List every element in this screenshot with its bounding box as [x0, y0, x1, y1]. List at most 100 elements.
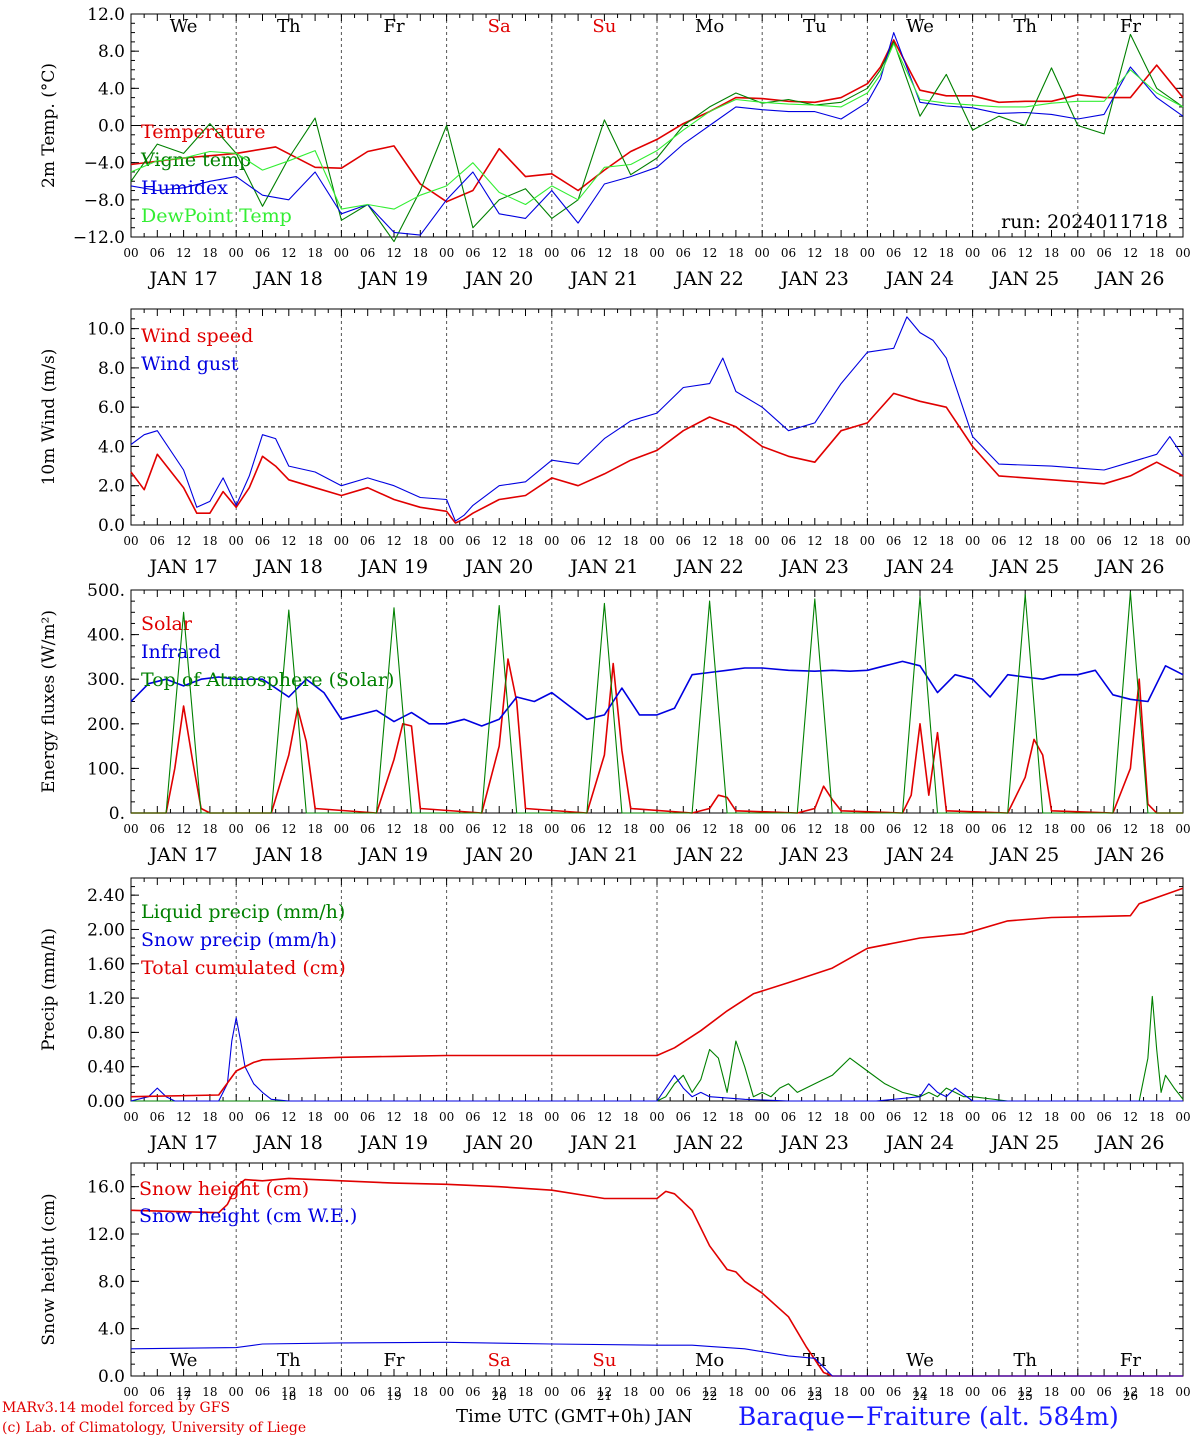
hour-tick-label: 06 — [676, 534, 691, 548]
legend-entry: Temperature — [141, 121, 265, 143]
y-tick-label: 0. — [109, 804, 125, 824]
hour-tick-label: 00 — [1175, 246, 1190, 260]
hour-tick-label: 18 — [307, 822, 322, 836]
hour-tick-label: 00 — [965, 1110, 980, 1124]
hour-tick-label: 00 — [649, 246, 664, 260]
hour-tick-label: 06 — [360, 1110, 375, 1124]
date-label: JAN 20 — [463, 844, 533, 866]
hour-tick-label: 12 — [912, 822, 927, 836]
hour-tick-label: 18 — [518, 1110, 533, 1124]
weekday-label: We — [170, 1350, 198, 1371]
day-number-label: 26 — [1123, 1389, 1138, 1403]
date-label: JAN 22 — [674, 844, 744, 866]
hour-tick-label: 06 — [781, 1385, 796, 1399]
hour-tick-label: 00 — [860, 534, 875, 548]
date-label: JAN 21 — [568, 268, 638, 290]
hour-tick-label: 00 — [334, 1385, 349, 1399]
hour-tick-label: 06 — [465, 822, 480, 836]
hour-tick-label: 00 — [334, 822, 349, 836]
hour-tick-label: 00 — [123, 1110, 138, 1124]
y-tick-label: 8.0 — [98, 359, 125, 379]
legend-entry: Infrared — [141, 641, 221, 663]
hour-tick-label: 00 — [860, 1385, 875, 1399]
hour-tick-label: 12 — [386, 1385, 401, 1399]
hour-tick-label: 06 — [570, 1110, 585, 1124]
hour-tick-label: 06 — [781, 534, 796, 548]
date-label: JAN 25 — [989, 268, 1059, 290]
y-tick-label: 0.00 — [87, 1092, 125, 1112]
hour-tick-label: 12 — [807, 822, 822, 836]
hour-tick-label: 06 — [1096, 534, 1111, 548]
y-tick-label: 0.40 — [87, 1058, 125, 1078]
legend-entry: Total cumulated (cm) — [141, 957, 346, 979]
date-label: JAN 23 — [779, 556, 849, 578]
hour-tick-label: 12 — [702, 1385, 717, 1399]
date-label: JAN 25 — [989, 556, 1059, 578]
y-tick-label: 16.0 — [87, 1178, 125, 1198]
day-number-label: 17 — [176, 1389, 191, 1403]
hour-tick-label: 06 — [991, 1385, 1006, 1399]
date-label: JAN 17 — [148, 1132, 218, 1154]
hour-tick-label: 12 — [912, 246, 927, 260]
date-label: JAN 21 — [568, 556, 638, 578]
hour-tick-label: 18 — [939, 534, 954, 548]
hour-tick-label: 12 — [492, 1385, 507, 1399]
hour-tick-label: 00 — [334, 534, 349, 548]
weekday-label: Th — [277, 1350, 301, 1371]
y-tick-label: 0.0 — [98, 516, 125, 536]
hour-tick-label: 12 — [492, 1110, 507, 1124]
hour-tick-label: 00 — [1175, 822, 1190, 836]
date-label: JAN 22 — [674, 556, 744, 578]
hour-tick-label: 00 — [649, 1385, 664, 1399]
hour-tick-label: 00 — [755, 246, 770, 260]
hour-tick-label: 12 — [176, 534, 191, 548]
hour-tick-label: 18 — [307, 246, 322, 260]
hour-tick-label: 18 — [1044, 246, 1059, 260]
hour-tick-label: 12 — [281, 534, 296, 548]
y-tick-label: −12.0 — [73, 228, 125, 248]
series-line — [130, 1017, 1183, 1102]
series-line — [130, 43, 1184, 210]
hour-tick-label: 00 — [1070, 1110, 1085, 1124]
hour-tick-label: 06 — [886, 1385, 901, 1399]
day-number-label: 19 — [386, 1389, 401, 1403]
y-tick-label: 2.40 — [87, 886, 125, 906]
y-tick-label: 0.80 — [87, 1023, 125, 1043]
hour-tick-label: 12 — [176, 1110, 191, 1124]
series-line — [130, 33, 1184, 243]
hour-tick-label: 06 — [255, 1110, 270, 1124]
date-label: JAN 26 — [1094, 1132, 1164, 1154]
hour-tick-label: 12 — [281, 1110, 296, 1124]
hour-tick-label: 06 — [886, 246, 901, 260]
hour-tick-label: 18 — [518, 1385, 533, 1399]
hour-tick-label: 12 — [597, 534, 612, 548]
date-label: JAN 19 — [358, 844, 428, 866]
weekday-label: Sa — [488, 1350, 511, 1371]
hour-tick-label: 06 — [781, 1110, 796, 1124]
hour-tick-label: 18 — [202, 1110, 217, 1124]
hour-tick-label: 18 — [518, 534, 533, 548]
hour-tick-label: 12 — [597, 246, 612, 260]
hour-tick-label: 18 — [939, 1385, 954, 1399]
hour-tick-label: 00 — [439, 1385, 454, 1399]
hour-tick-label: 00 — [123, 822, 138, 836]
hour-tick-label: 00 — [1175, 1110, 1190, 1124]
legend-entry: Humidex — [141, 177, 228, 199]
hour-tick-label: 12 — [1123, 534, 1138, 548]
hour-tick-label: 12 — [176, 1385, 191, 1399]
weekday-label: Su — [592, 16, 616, 37]
hour-tick-label: 18 — [202, 822, 217, 836]
date-label: JAN 17 — [148, 844, 218, 866]
date-label: JAN 21 — [568, 844, 638, 866]
hour-tick-label: 06 — [255, 822, 270, 836]
weekday-label: Fr — [383, 16, 404, 37]
y-tick-label: 2.00 — [87, 920, 125, 940]
series-line — [130, 1341, 1183, 1377]
hour-tick-label: 18 — [939, 246, 954, 260]
date-label: JAN 19 — [358, 268, 428, 290]
hour-tick-label: 18 — [939, 1110, 954, 1124]
hour-tick-label: 12 — [281, 822, 296, 836]
hour-tick-label: 18 — [518, 246, 533, 260]
model-credit: MARv3.14 model forced by GFS — [2, 1400, 231, 1416]
